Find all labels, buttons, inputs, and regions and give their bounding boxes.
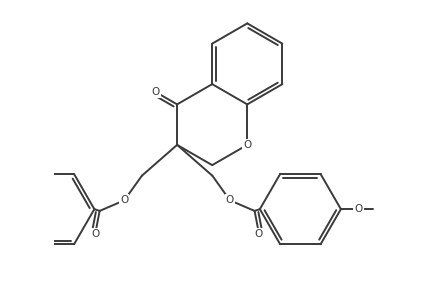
Text: O: O <box>354 204 362 214</box>
Text: O: O <box>255 229 263 239</box>
Text: O: O <box>120 195 129 205</box>
Text: O: O <box>151 87 160 97</box>
Text: O: O <box>226 195 234 205</box>
Text: O: O <box>243 140 251 150</box>
Text: O: O <box>91 229 99 239</box>
